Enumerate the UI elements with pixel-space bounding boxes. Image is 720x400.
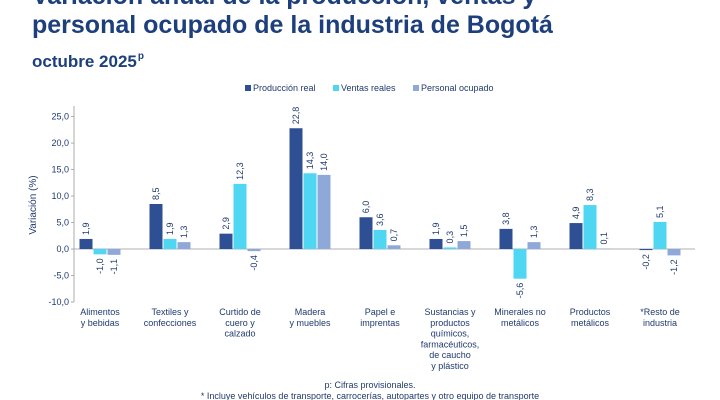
note: p: Cifras provisionales.: [324, 380, 415, 390]
bar: [527, 242, 541, 250]
value-label: 5,1: [655, 205, 665, 218]
y-tick-label: -10,0: [48, 297, 69, 307]
value-label: 3,6: [375, 213, 385, 226]
bar: [289, 128, 303, 250]
bar: [107, 249, 121, 255]
value-label: 1,3: [529, 226, 539, 239]
x-tick-label: Alimentos y bebidas: [80, 307, 120, 328]
y-tick-label: -5,0: [53, 271, 69, 281]
x-tick-label: Papel e imprentas: [360, 307, 400, 328]
legend-label: Personal ocupado: [421, 83, 494, 93]
value-label: 1,9: [431, 222, 441, 235]
bar: [247, 249, 261, 252]
y-tick-label: 5,0: [56, 218, 69, 228]
x-tick-label: Curtido de cuero y calzado: [219, 307, 261, 339]
bar: [373, 229, 387, 250]
value-label: 4,9: [571, 207, 581, 220]
y-tick-label: 25,0: [51, 112, 69, 122]
bar: [513, 249, 527, 279]
value-label: -1,0: [95, 258, 105, 274]
x-tick-label: Textiles y confecciones: [144, 307, 197, 328]
legend-swatch: [413, 85, 419, 91]
bar: [79, 238, 93, 250]
x-tick-label: Madera y muebles: [289, 307, 331, 328]
y-tick-label: 10,0: [51, 191, 69, 201]
bar: [359, 217, 373, 250]
bar: [667, 249, 681, 256]
x-tick-label: *Resto de industria: [640, 307, 680, 328]
bar: [303, 173, 317, 250]
note: * Incluye vehículos de transporte, carro…: [201, 391, 539, 400]
value-label: 8,3: [585, 189, 595, 202]
bar: [653, 222, 667, 250]
value-label: 12,3: [235, 162, 245, 180]
bar: [583, 205, 597, 250]
bar: [317, 174, 331, 250]
y-axis-label: Variación (%): [28, 175, 39, 234]
bar: [429, 238, 443, 250]
value-label: 22,8: [291, 107, 301, 125]
value-label: 1,9: [81, 222, 91, 235]
bar: [639, 249, 653, 251]
value-label: 8,5: [151, 187, 161, 200]
value-label: -1,1: [109, 259, 119, 275]
bar: [177, 242, 191, 250]
bar: [597, 248, 611, 250]
x-tick-label: Minerales no metálicos: [494, 307, 546, 328]
value-label: 1,3: [179, 226, 189, 239]
legend-swatch: [245, 85, 251, 91]
y-tick-label: 15,0: [51, 165, 69, 175]
value-label: -0,4: [249, 255, 259, 271]
legend-label: Producción real: [253, 83, 316, 93]
legend-label: Ventas reales: [341, 83, 396, 93]
legend-swatch: [333, 85, 339, 91]
value-label: 14,3: [305, 152, 315, 170]
value-label: 0,3: [445, 231, 455, 244]
chart-title: Variación anual de la producción, ventas…: [32, 0, 553, 39]
value-label: -1,2: [669, 259, 679, 275]
value-label: 0,1: [599, 232, 609, 245]
bar: [499, 228, 513, 250]
subtitle-mark: p: [138, 51, 144, 62]
value-label: 0,7: [389, 229, 399, 242]
bar: [219, 233, 233, 250]
bar: [93, 249, 107, 255]
bar: [457, 241, 471, 250]
bar: [233, 183, 247, 250]
bar: [163, 238, 177, 250]
value-label: 3,8: [501, 212, 511, 225]
value-label: 6,0: [361, 201, 371, 214]
value-label: 2,9: [221, 217, 231, 230]
value-label: -5,6: [515, 283, 525, 299]
chart-subtitle: octubre 2025: [32, 52, 137, 71]
x-tick-label: Productos metálicos: [570, 307, 611, 328]
value-label: 1,5: [459, 225, 469, 238]
value-label: 1,9: [165, 222, 175, 235]
bar: [149, 204, 163, 250]
value-label: 14,0: [319, 153, 329, 171]
bar: [443, 247, 457, 250]
x-tick-label: Sustancias y productos químicos, farmacéuti…: [421, 307, 480, 371]
value-label: -0,2: [641, 254, 651, 270]
y-tick-label: 0,0: [56, 244, 69, 254]
bar: [569, 223, 583, 250]
bar: [387, 245, 401, 250]
y-tick-label: 20,0: [51, 138, 69, 148]
